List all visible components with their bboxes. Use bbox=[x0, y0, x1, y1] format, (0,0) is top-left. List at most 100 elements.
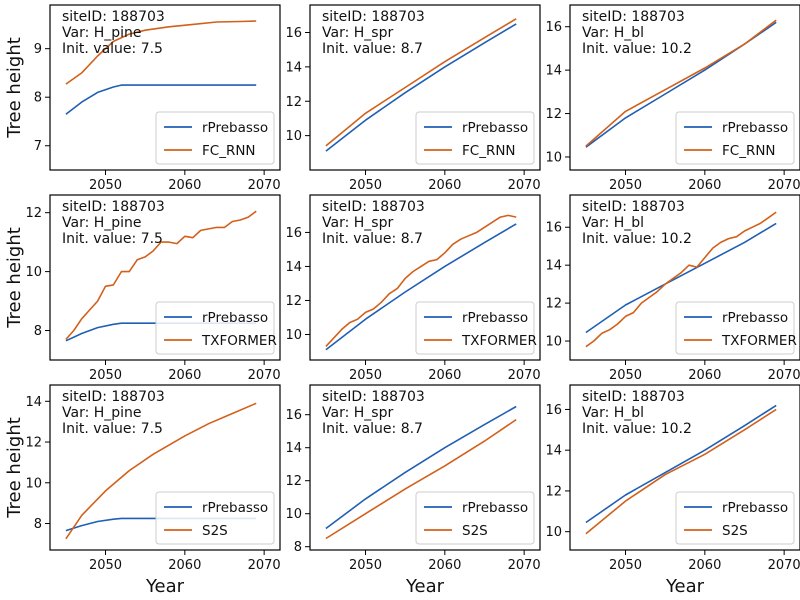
x-tick-label: 2050 bbox=[89, 368, 122, 383]
legend-entry-label: rPrebasso bbox=[722, 120, 788, 136]
x-tick-label: 2050 bbox=[349, 178, 382, 193]
legend: rPrebasso TXFORMER bbox=[415, 301, 537, 355]
legend-entry-label: TXFORMER bbox=[721, 333, 797, 349]
x-tick-label: 2050 bbox=[609, 368, 642, 383]
variable-label: Var: H_spr bbox=[322, 215, 393, 231]
x-axis-label: Year bbox=[665, 576, 705, 597]
legend-box bbox=[675, 491, 795, 545]
legend-entry-label: FC_RNN bbox=[202, 143, 256, 159]
y-tick-label: 16 bbox=[285, 408, 302, 423]
x-tick-label: 2050 bbox=[609, 558, 642, 573]
y-tick-label: 10 bbox=[545, 335, 562, 350]
init-value-label: Init. value: 7.5 bbox=[62, 421, 163, 437]
y-tick-label: 16 bbox=[285, 226, 302, 241]
series-line-fc-rnn bbox=[585, 19, 777, 147]
axes-frame bbox=[49, 194, 281, 361]
legend-box bbox=[155, 111, 275, 165]
legend: rPrebasso FC_RNN bbox=[415, 111, 535, 165]
y-tick-label: 8 bbox=[294, 540, 302, 555]
legend: rPrebasso TXFORMER bbox=[155, 301, 277, 355]
axes-frame bbox=[309, 4, 541, 171]
legend-entry-label: rPrebasso bbox=[202, 310, 268, 326]
legend-box bbox=[415, 491, 535, 545]
series-line-s2s bbox=[65, 402, 257, 540]
legend-entry-label: FC_RNN bbox=[462, 143, 516, 159]
variable-label: Var: H_spr bbox=[322, 25, 393, 41]
y-tick-label: 10 bbox=[285, 507, 302, 522]
y-tick-label: 16 bbox=[545, 20, 562, 35]
x-tick-label: 2060 bbox=[168, 368, 201, 383]
y-tick-label: 10 bbox=[545, 525, 562, 540]
y-axis-label: Tree height bbox=[4, 227, 25, 329]
y-tick-label: 10 bbox=[285, 129, 302, 144]
init-value-label: Init. value: 7.5 bbox=[62, 231, 163, 247]
x-tick-label: 2070 bbox=[248, 368, 281, 383]
x-tick-label: 2060 bbox=[428, 368, 461, 383]
legend: rPrebasso TXFORMER bbox=[675, 301, 797, 355]
site-id-label: siteID: 188703 bbox=[582, 389, 685, 405]
series-line-txformer bbox=[65, 210, 257, 340]
legend-entry-label: rPrebasso bbox=[722, 310, 788, 326]
axes-frame bbox=[309, 194, 541, 361]
x-tick-label: 2060 bbox=[428, 178, 461, 193]
y-tick-label: 16 bbox=[545, 403, 562, 418]
y-tick-label: 14 bbox=[25, 395, 42, 410]
legend-entry-label: rPrebasso bbox=[722, 500, 788, 516]
y-tick-label: 14 bbox=[545, 444, 562, 459]
y-tick-label: 12 bbox=[285, 294, 302, 309]
series-line-rprebasso bbox=[585, 404, 777, 524]
site-id-label: siteID: 188703 bbox=[62, 199, 165, 215]
series-line-rprebasso bbox=[585, 222, 777, 334]
y-tick-label: 14 bbox=[545, 64, 562, 79]
variable-label: Var: H_spr bbox=[322, 405, 393, 421]
y-tick-label: 14 bbox=[285, 441, 302, 456]
legend: rPrebasso S2S bbox=[155, 491, 275, 545]
site-id-label: siteID: 188703 bbox=[62, 389, 165, 405]
y-tick-label: 14 bbox=[545, 259, 562, 274]
y-tick-label: 8 bbox=[34, 91, 42, 106]
x-tick-label: 2070 bbox=[768, 178, 800, 193]
x-tick-label: 2060 bbox=[168, 558, 201, 573]
x-tick-label: 2060 bbox=[688, 368, 721, 383]
init-value-label: Init. value: 10.2 bbox=[582, 231, 692, 247]
legend-entry-label: S2S bbox=[722, 523, 748, 539]
y-axis-label: Tree height bbox=[4, 37, 25, 139]
y-tick-label: 12 bbox=[545, 107, 562, 122]
y-tick-label: 10 bbox=[285, 328, 302, 343]
legend-entry-label: rPrebasso bbox=[202, 500, 268, 516]
x-tick-label: 2070 bbox=[508, 558, 541, 573]
site-id-label: siteID: 188703 bbox=[322, 389, 425, 405]
legend: rPrebasso S2S bbox=[675, 491, 795, 545]
legend-entry-label: TXFORMER bbox=[201, 333, 277, 349]
series-line-txformer bbox=[585, 211, 777, 348]
site-id-label: siteID: 188703 bbox=[582, 199, 685, 215]
init-value-label: Init. value: 7.5 bbox=[62, 41, 163, 57]
legend: rPrebasso FC_RNN bbox=[675, 111, 795, 165]
variable-label: Var: H_pine bbox=[62, 405, 142, 421]
y-tick-label: 12 bbox=[25, 436, 42, 451]
x-tick-label: 2050 bbox=[89, 178, 122, 193]
variable-label: Var: H_bl bbox=[582, 405, 644, 421]
axes-frame bbox=[49, 4, 281, 171]
legend-box bbox=[675, 301, 795, 355]
y-tick-label: 14 bbox=[285, 260, 302, 275]
y-tick-label: 16 bbox=[545, 221, 562, 236]
init-value-label: Init. value: 10.2 bbox=[582, 41, 692, 57]
x-tick-label: 2070 bbox=[508, 178, 541, 193]
x-tick-label: 2050 bbox=[609, 178, 642, 193]
legend-box bbox=[155, 301, 275, 355]
x-tick-label: 2070 bbox=[768, 558, 800, 573]
legend: rPrebasso FC_RNN bbox=[155, 111, 275, 165]
series-line-txformer bbox=[325, 214, 517, 347]
y-tick-label: 7 bbox=[34, 139, 42, 154]
subplot-r2-c1: 2050 2060 2070 8 10 12 14 16 siteID: 188703Var: … bbox=[285, 384, 541, 597]
series-line-rprebasso bbox=[325, 223, 517, 351]
x-axis-label: Year bbox=[145, 576, 185, 597]
